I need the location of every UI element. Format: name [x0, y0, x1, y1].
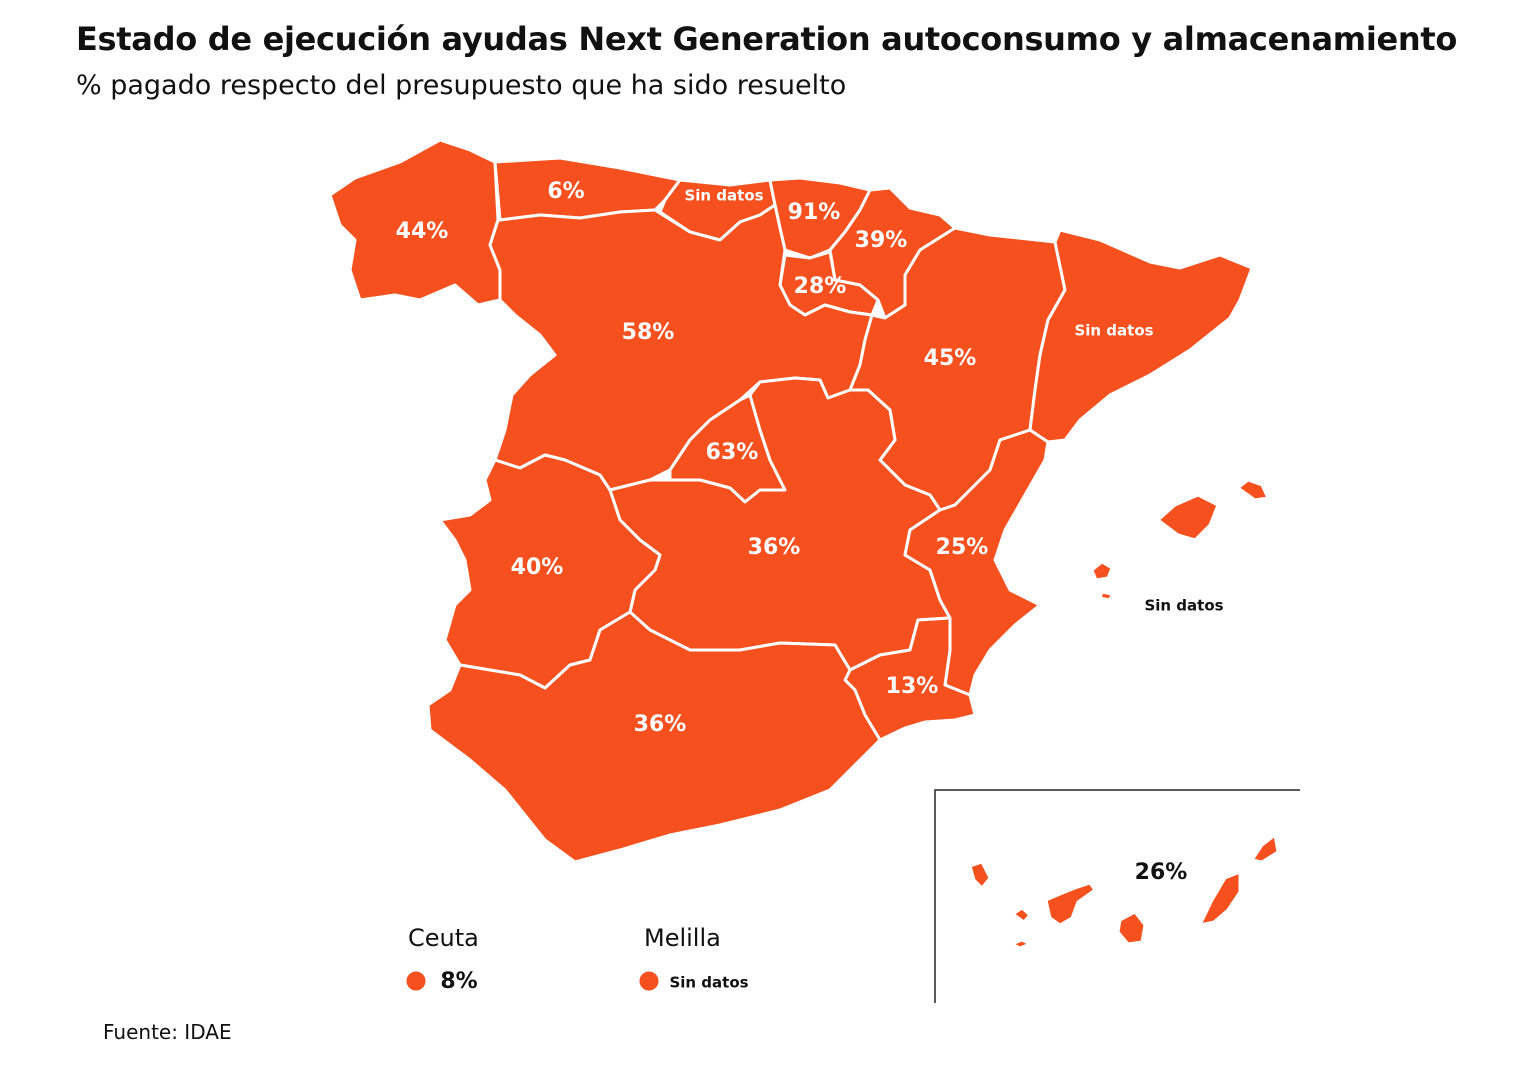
- label-murcia: 13%: [886, 674, 939, 699]
- region-murcia: [843, 616, 977, 742]
- label-canarias: 26%: [1135, 860, 1188, 885]
- region-andalucia: [426, 610, 882, 864]
- label-castilla-la-mancha: 36%: [748, 535, 801, 560]
- label-pais-vasco: 91%: [788, 200, 841, 225]
- label-castilla-leon: 58%: [622, 320, 675, 345]
- island-lanzarote: [1250, 833, 1280, 864]
- region-cataluna: [1028, 228, 1254, 444]
- label-cataluna: Sin datos: [1074, 322, 1153, 340]
- label-cantabria: Sin datos: [684, 187, 763, 205]
- melilla-dot: [636, 968, 662, 994]
- island-gran-canaria: [1116, 910, 1147, 946]
- label-asturias: 6%: [547, 179, 584, 204]
- ceuta-value: 8%: [440, 969, 477, 994]
- region-baleares-formentera: [1098, 590, 1114, 602]
- ceuta-name: Ceuta: [408, 924, 479, 952]
- label-aragon: 45%: [924, 346, 977, 371]
- island-fuerteventura: [1198, 870, 1242, 927]
- label-galicia: 44%: [396, 219, 449, 244]
- region-baleares-mallorca: [1156, 493, 1220, 542]
- label-extremadura: 40%: [511, 555, 564, 580]
- label-baleares: Sin datos: [1144, 597, 1223, 615]
- region-baleares-ibiza: [1090, 560, 1114, 582]
- label-madrid: 63%: [706, 440, 759, 465]
- ceuta-dot: [403, 968, 429, 994]
- map-subtitle: % pagado respecto del presupuesto que ha…: [76, 70, 847, 101]
- melilla-name: Melilla: [644, 924, 721, 952]
- label-la-rioja: 28%: [794, 274, 847, 299]
- island-el-hierro: [1010, 938, 1032, 950]
- island-la-palma: [968, 860, 992, 890]
- island-la-gomera: [1011, 906, 1032, 924]
- label-valenciana: 25%: [936, 535, 989, 560]
- island-tenerife: [1044, 881, 1097, 927]
- region-baleares-menorca: [1236, 478, 1270, 502]
- canarias-inset-frame: [934, 789, 1300, 1003]
- label-navarra: 39%: [855, 228, 908, 253]
- label-andalucia: 36%: [634, 712, 687, 737]
- map-title: Estado de ejecución ayudas Next Generati…: [76, 20, 1458, 58]
- source-note: Fuente: IDAE: [103, 1020, 232, 1044]
- melilla-value: Sin datos: [669, 974, 748, 992]
